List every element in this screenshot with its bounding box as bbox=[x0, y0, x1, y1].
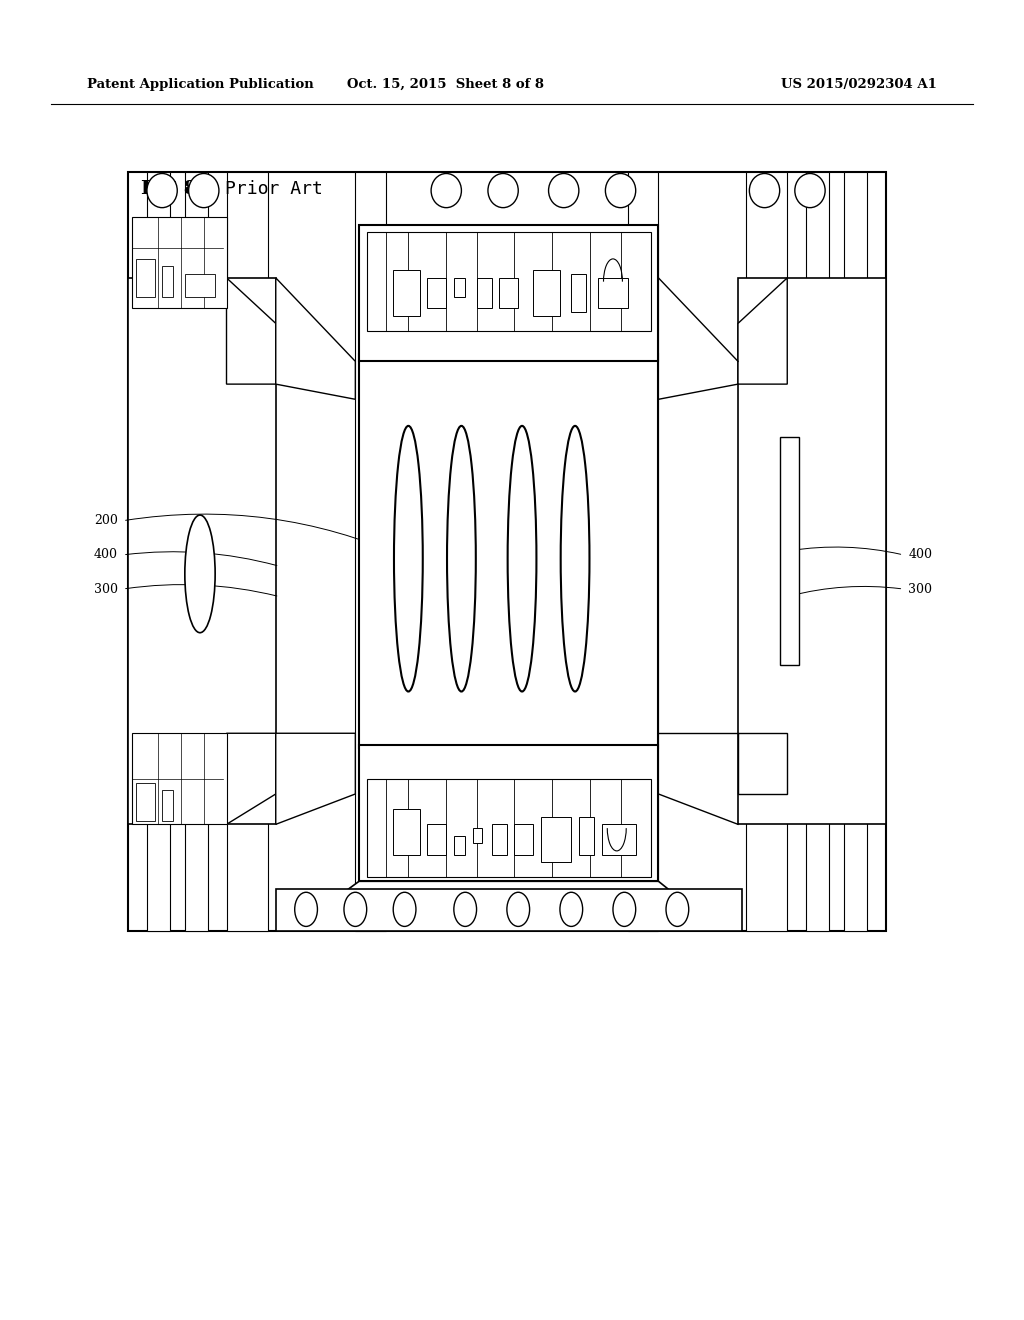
Ellipse shape bbox=[795, 173, 825, 207]
Ellipse shape bbox=[549, 173, 579, 207]
Bar bbox=[393, 809, 420, 855]
Bar bbox=[355, 172, 386, 931]
Ellipse shape bbox=[184, 515, 215, 632]
Polygon shape bbox=[317, 882, 696, 912]
Bar bbox=[226, 172, 268, 931]
Bar bbox=[806, 172, 829, 931]
Bar bbox=[367, 232, 651, 331]
Ellipse shape bbox=[394, 426, 423, 692]
Bar bbox=[514, 824, 534, 855]
Bar bbox=[602, 824, 636, 855]
Ellipse shape bbox=[666, 892, 689, 927]
Text: 300: 300 bbox=[908, 582, 933, 595]
Bar bbox=[359, 744, 658, 882]
Text: FIG 8: FIG 8 bbox=[141, 180, 197, 198]
Ellipse shape bbox=[393, 892, 416, 927]
Bar bbox=[492, 824, 507, 855]
Bar bbox=[162, 267, 173, 297]
Polygon shape bbox=[226, 279, 275, 384]
Bar bbox=[132, 734, 226, 824]
Bar bbox=[571, 275, 587, 312]
Text: 200: 200 bbox=[94, 515, 118, 527]
Bar bbox=[844, 172, 866, 931]
Bar bbox=[500, 277, 518, 309]
Ellipse shape bbox=[344, 892, 367, 927]
Text: US 2015/0292304 A1: US 2015/0292304 A1 bbox=[781, 78, 937, 91]
Bar bbox=[132, 218, 226, 309]
Text: 300: 300 bbox=[94, 582, 118, 595]
Bar bbox=[393, 271, 420, 315]
Bar bbox=[473, 828, 482, 843]
Ellipse shape bbox=[561, 426, 590, 692]
Bar bbox=[147, 172, 170, 931]
Bar bbox=[184, 275, 215, 297]
Ellipse shape bbox=[431, 173, 462, 207]
Ellipse shape bbox=[295, 892, 317, 927]
Bar bbox=[427, 277, 446, 309]
Bar bbox=[454, 836, 465, 855]
Bar bbox=[128, 172, 886, 931]
Bar bbox=[534, 271, 560, 315]
Text: Patent Application Publication: Patent Application Publication bbox=[87, 78, 313, 91]
Bar bbox=[454, 277, 465, 297]
Bar bbox=[745, 172, 787, 931]
Polygon shape bbox=[738, 279, 787, 384]
Text: Prior Art: Prior Art bbox=[225, 180, 324, 198]
Bar bbox=[628, 172, 658, 931]
Bar bbox=[476, 277, 492, 309]
Bar bbox=[162, 791, 173, 821]
Ellipse shape bbox=[750, 173, 779, 207]
Ellipse shape bbox=[447, 426, 476, 692]
Polygon shape bbox=[226, 734, 275, 824]
Text: 400: 400 bbox=[908, 548, 933, 561]
Ellipse shape bbox=[454, 892, 476, 927]
Ellipse shape bbox=[507, 892, 529, 927]
Ellipse shape bbox=[147, 173, 177, 207]
Bar bbox=[738, 277, 886, 824]
Bar bbox=[579, 817, 594, 855]
Bar bbox=[184, 172, 208, 931]
Ellipse shape bbox=[188, 173, 219, 207]
Ellipse shape bbox=[488, 173, 518, 207]
Polygon shape bbox=[275, 734, 355, 824]
Ellipse shape bbox=[613, 892, 636, 927]
Polygon shape bbox=[738, 734, 787, 795]
Bar bbox=[779, 437, 799, 665]
Bar bbox=[359, 224, 658, 362]
Bar bbox=[367, 779, 651, 878]
Bar bbox=[128, 277, 275, 824]
Text: 400: 400 bbox=[94, 548, 118, 561]
Bar bbox=[135, 783, 155, 821]
Polygon shape bbox=[275, 279, 355, 399]
Bar bbox=[427, 824, 446, 855]
Bar bbox=[275, 888, 741, 931]
Ellipse shape bbox=[560, 892, 583, 927]
Bar bbox=[359, 354, 658, 748]
Bar bbox=[135, 259, 155, 297]
Text: Oct. 15, 2015  Sheet 8 of 8: Oct. 15, 2015 Sheet 8 of 8 bbox=[347, 78, 544, 91]
Bar bbox=[541, 817, 571, 862]
Ellipse shape bbox=[605, 173, 636, 207]
Ellipse shape bbox=[508, 426, 537, 692]
Bar bbox=[598, 277, 628, 309]
